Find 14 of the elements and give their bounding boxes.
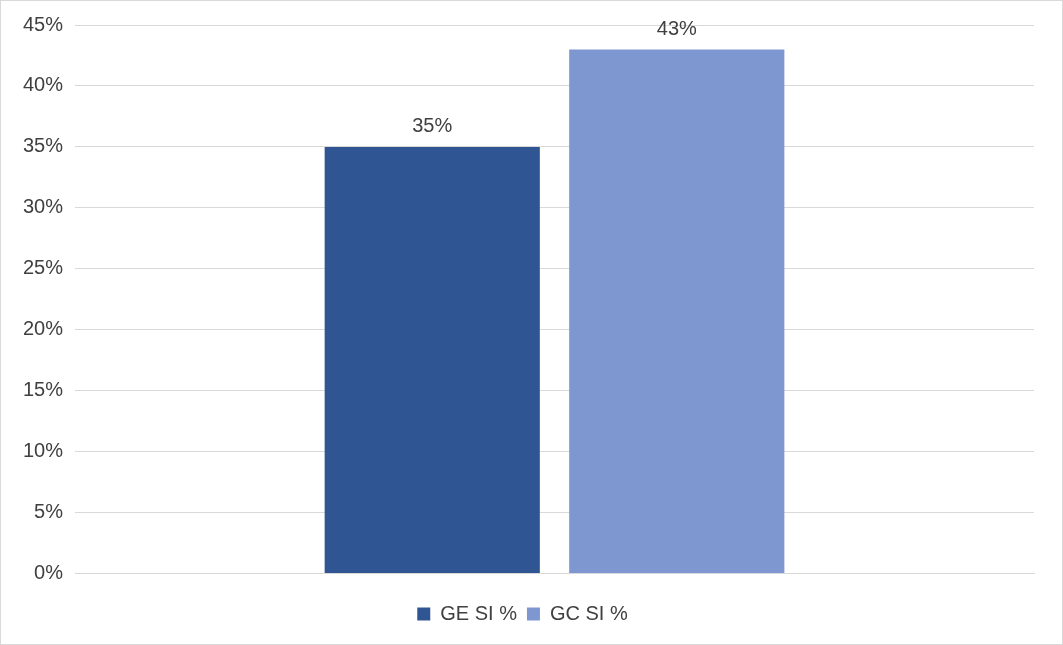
data-label: 35%	[412, 114, 453, 137]
y-tick-label: 15%	[23, 378, 64, 401]
data-label: 43%	[656, 16, 698, 39]
y-tick-label: 20%	[23, 317, 64, 340]
legend-label: GC SI %	[549, 601, 628, 624]
y-tick-label: 0%	[34, 561, 64, 584]
y-tick-label: 45%	[23, 12, 64, 35]
y-tick-label: 25%	[23, 256, 64, 279]
y-tick-label: 40%	[23, 73, 64, 96]
y-tick-label: 35%	[23, 134, 64, 157]
legend-label: GE SI %	[440, 601, 518, 624]
y-tick-label: 30%	[23, 195, 64, 218]
y-tick-label: 10%	[23, 439, 64, 462]
y-tick-label: 5%	[34, 500, 64, 523]
